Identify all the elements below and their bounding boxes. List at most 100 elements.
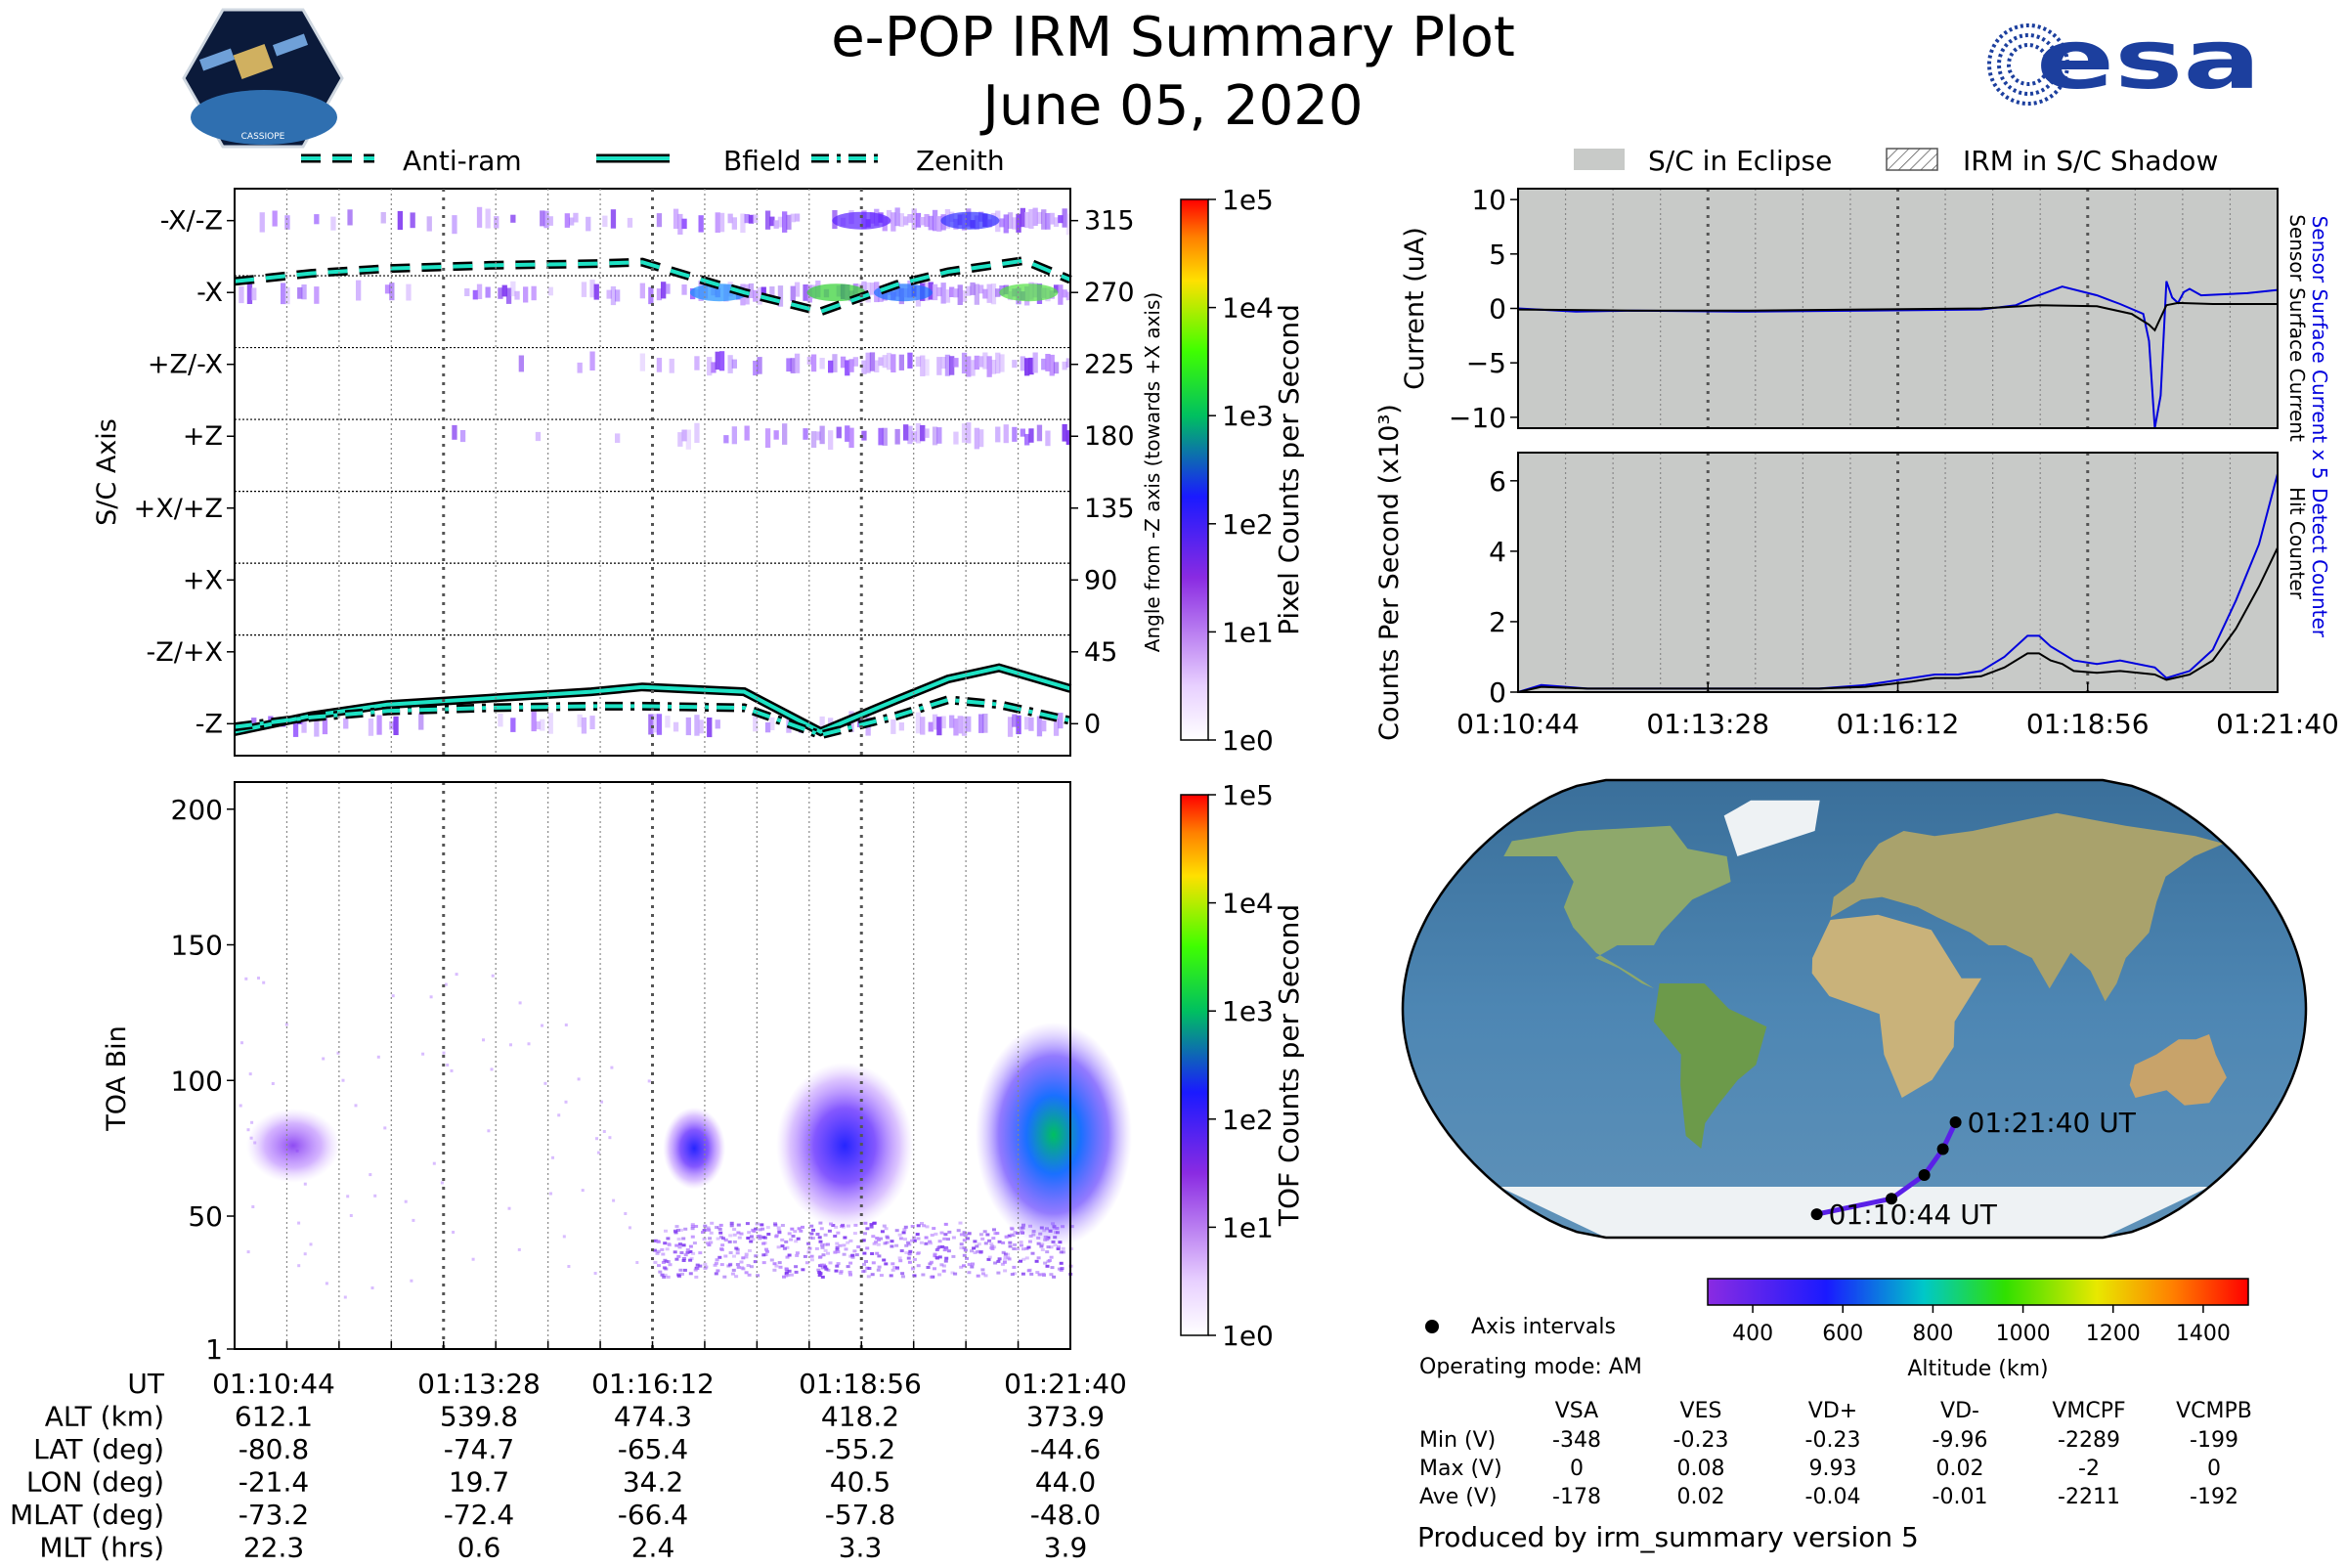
- heatmap-cell: [777, 1231, 782, 1235]
- heatmap-cell: [928, 215, 934, 231]
- heatmap-cell: [961, 716, 968, 736]
- voltage-cell: 0: [2207, 1457, 2221, 1481]
- ephemeris-cell: 22.3: [243, 1532, 304, 1564]
- heatmap-cell: [1019, 1243, 1023, 1247]
- heatmap-cell: [774, 1234, 779, 1238]
- heatmap-cell: [966, 356, 972, 377]
- heatmap-cell: [1036, 424, 1043, 442]
- heatmap-cell: [967, 1232, 972, 1236]
- heatmap-cell: [1032, 207, 1038, 226]
- heatmap-cell: [839, 1270, 844, 1274]
- heatmap-cell: [735, 1263, 740, 1266]
- heatmap-cell: [951, 1254, 956, 1258]
- heatmap-cell: [797, 1227, 802, 1231]
- heatmap-cell: [995, 1232, 1000, 1236]
- voltage-cell: -199: [2190, 1428, 2238, 1453]
- heatmap-cell: [920, 717, 926, 735]
- heatmap-cell: [681, 429, 687, 442]
- heatmap-cell: [731, 217, 737, 230]
- heatmap-cell: [799, 1229, 804, 1233]
- heatmap-cell: [1024, 358, 1030, 376]
- heatmap-cell: [589, 280, 595, 298]
- y2-tick-label: 225: [1084, 350, 1135, 380]
- heatmap-cell: [284, 215, 290, 230]
- heatmap-cell: [821, 1253, 826, 1257]
- heatmap-cell: [924, 1241, 929, 1245]
- heatmap-cell: [835, 1245, 840, 1249]
- heatmap-cell: [549, 1192, 552, 1196]
- ephemeris-cell: -48.0: [1030, 1499, 1101, 1531]
- heatmap-cell: [920, 1222, 924, 1225]
- heatmap-cell: [716, 1269, 720, 1273]
- heatmap-cell: [535, 720, 542, 730]
- heatmap-cell: [679, 1251, 684, 1254]
- heatmap-cell: [819, 716, 825, 731]
- heatmap-cell: [301, 284, 307, 300]
- heatmap-cell: [452, 215, 457, 235]
- ephemeris-cell: 3.3: [839, 1532, 883, 1564]
- heatmap-cell: [975, 1244, 979, 1248]
- heatmap-cell: [655, 1240, 660, 1243]
- heatmap-cell: [732, 1254, 736, 1258]
- heatmap-cell: [996, 1259, 1001, 1263]
- heatmap-cell: [688, 1272, 693, 1276]
- heatmap-cell: [714, 1261, 718, 1265]
- heatmap-cell: [760, 1227, 765, 1231]
- y-tick-label: -Z/+X: [147, 637, 223, 668]
- heatmap-cell: [912, 1239, 917, 1242]
- colorbar-tick-label: 600: [1822, 1322, 1863, 1346]
- heatmap-cell: [1028, 717, 1034, 731]
- heatmap-cell: [924, 428, 930, 438]
- heatmap-cell: [510, 214, 516, 223]
- voltage-cell: 0.08: [1677, 1457, 1725, 1481]
- heatmap-cell: [1059, 1268, 1064, 1272]
- heatmap-cell: [746, 1264, 751, 1267]
- heatmap-cell: [753, 1260, 758, 1264]
- heatmap-cell: [677, 1245, 682, 1249]
- heatmap-cell: [729, 1221, 734, 1225]
- heatmap-cell: [677, 432, 683, 447]
- colorbar-tick-label: 1e5: [1222, 779, 1274, 811]
- heatmap-cell: [505, 287, 512, 304]
- heatmap-cell: [683, 1253, 688, 1257]
- heatmap-cell: [690, 1224, 695, 1228]
- heatmap-cell: [916, 1237, 921, 1241]
- heatmap-cell: [740, 213, 746, 234]
- heatmap-cell: [961, 352, 968, 374]
- heatmap-cell: [507, 1206, 511, 1210]
- heatmap-cell: [612, 1198, 616, 1202]
- y-tick-label: +Z: [183, 421, 223, 452]
- heatmap-cell: [756, 1235, 760, 1238]
- ephemeris-cell: 01:13:28: [417, 1368, 541, 1400]
- esa-logo-text: esa: [2036, 12, 2261, 108]
- heatmap-cell: [790, 1227, 795, 1231]
- colorbar-tick-label: 1e1: [1222, 1211, 1274, 1243]
- heatmap-cell: [958, 1221, 963, 1225]
- heatmap-cell: [930, 1234, 934, 1237]
- voltage-cell: -2: [2078, 1457, 2100, 1481]
- voltage-row-label: Min (V): [1419, 1428, 1496, 1453]
- heatmap-cell: [577, 714, 583, 727]
- heatmap-cell: [777, 1229, 782, 1233]
- heatmap-cell: [936, 427, 942, 444]
- heatmap-cell: [715, 1226, 718, 1230]
- heatmap-cell: [907, 425, 913, 445]
- voltage-column-header: VSA: [1555, 1399, 1598, 1423]
- heatmap-cell: [656, 714, 663, 735]
- heatmap-cell: [970, 1249, 974, 1253]
- heatmap-cell: [668, 1263, 673, 1267]
- heatmap-cell: [1050, 1266, 1055, 1270]
- colorbar-tick-label: 1e0: [1222, 1320, 1274, 1352]
- heatmap-cell: [879, 1274, 884, 1278]
- heatmap-cell: [485, 286, 491, 298]
- heatmap-cell: [677, 213, 683, 235]
- ephemeris-cell: 01:21:40: [1004, 1368, 1127, 1400]
- heatmap-cell: [518, 355, 524, 372]
- heatmap-cell: [967, 1232, 972, 1236]
- heatmap-cell: [906, 1241, 910, 1244]
- heatmap-cell: [762, 1241, 767, 1245]
- heatmap-cell: [1016, 1247, 1021, 1251]
- x-tick-label: 01:16:12: [1837, 708, 1960, 740]
- series-line-sensor-surface-current: [1517, 301, 2278, 332]
- heatmap-cell: [828, 360, 834, 373]
